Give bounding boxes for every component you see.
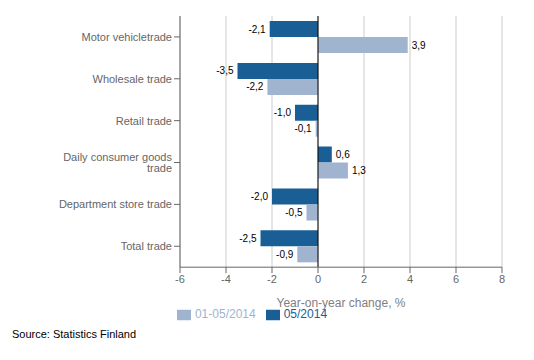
svg-text:-4: -4 (221, 273, 231, 285)
svg-text:Total trade: Total trade (121, 240, 172, 252)
svg-text:8: 8 (499, 273, 505, 285)
svg-text:0: 0 (315, 273, 321, 285)
svg-text:3,9: 3,9 (412, 40, 426, 51)
svg-text:4: 4 (407, 273, 413, 285)
html-text:Source: Statistics Finland: Source: Statistics Finland (12, 328, 137, 340)
svg-text:-1,0: -1,0 (274, 107, 292, 118)
svg-text:-2,5: -2,5 (239, 233, 257, 244)
svg-text:Wholesale trade: Wholesale trade (93, 73, 173, 85)
svg-text:Department store trade: Department store trade (59, 198, 172, 210)
svg-text:-6: -6 (175, 273, 185, 285)
svg-text:-0,1: -0,1 (294, 123, 312, 134)
svg-text:Year-on-year change, %: Year-on-year change, % (277, 296, 406, 310)
svg-text:Motor vehicletrade: Motor vehicletrade (82, 31, 173, 43)
svg-text:0,6: 0,6 (336, 149, 350, 160)
svg-text:1,3: 1,3 (352, 165, 366, 176)
svg-text:-0,9: -0,9 (276, 249, 294, 260)
svg-text:-2,2: -2,2 (246, 81, 264, 92)
svg-text:-2: -2 (267, 273, 277, 285)
svg-text:Daily consumer goodstrade: Daily consumer goodstrade (63, 151, 172, 174)
html-text:05/2014: 05/2014 (283, 307, 328, 322)
svg-text:Retail trade: Retail trade (116, 115, 172, 127)
svg-text:-2,1: -2,1 (248, 24, 266, 35)
svg-text:2: 2 (361, 273, 367, 285)
svg-text:-0,5: -0,5 (285, 207, 303, 218)
svg-text:-2,0: -2,0 (251, 191, 269, 202)
svg-text:-3,5: -3,5 (216, 65, 234, 76)
html-text:01-05/2014: 01-05/2014 (194, 307, 256, 322)
svg-text:6: 6 (453, 273, 459, 285)
